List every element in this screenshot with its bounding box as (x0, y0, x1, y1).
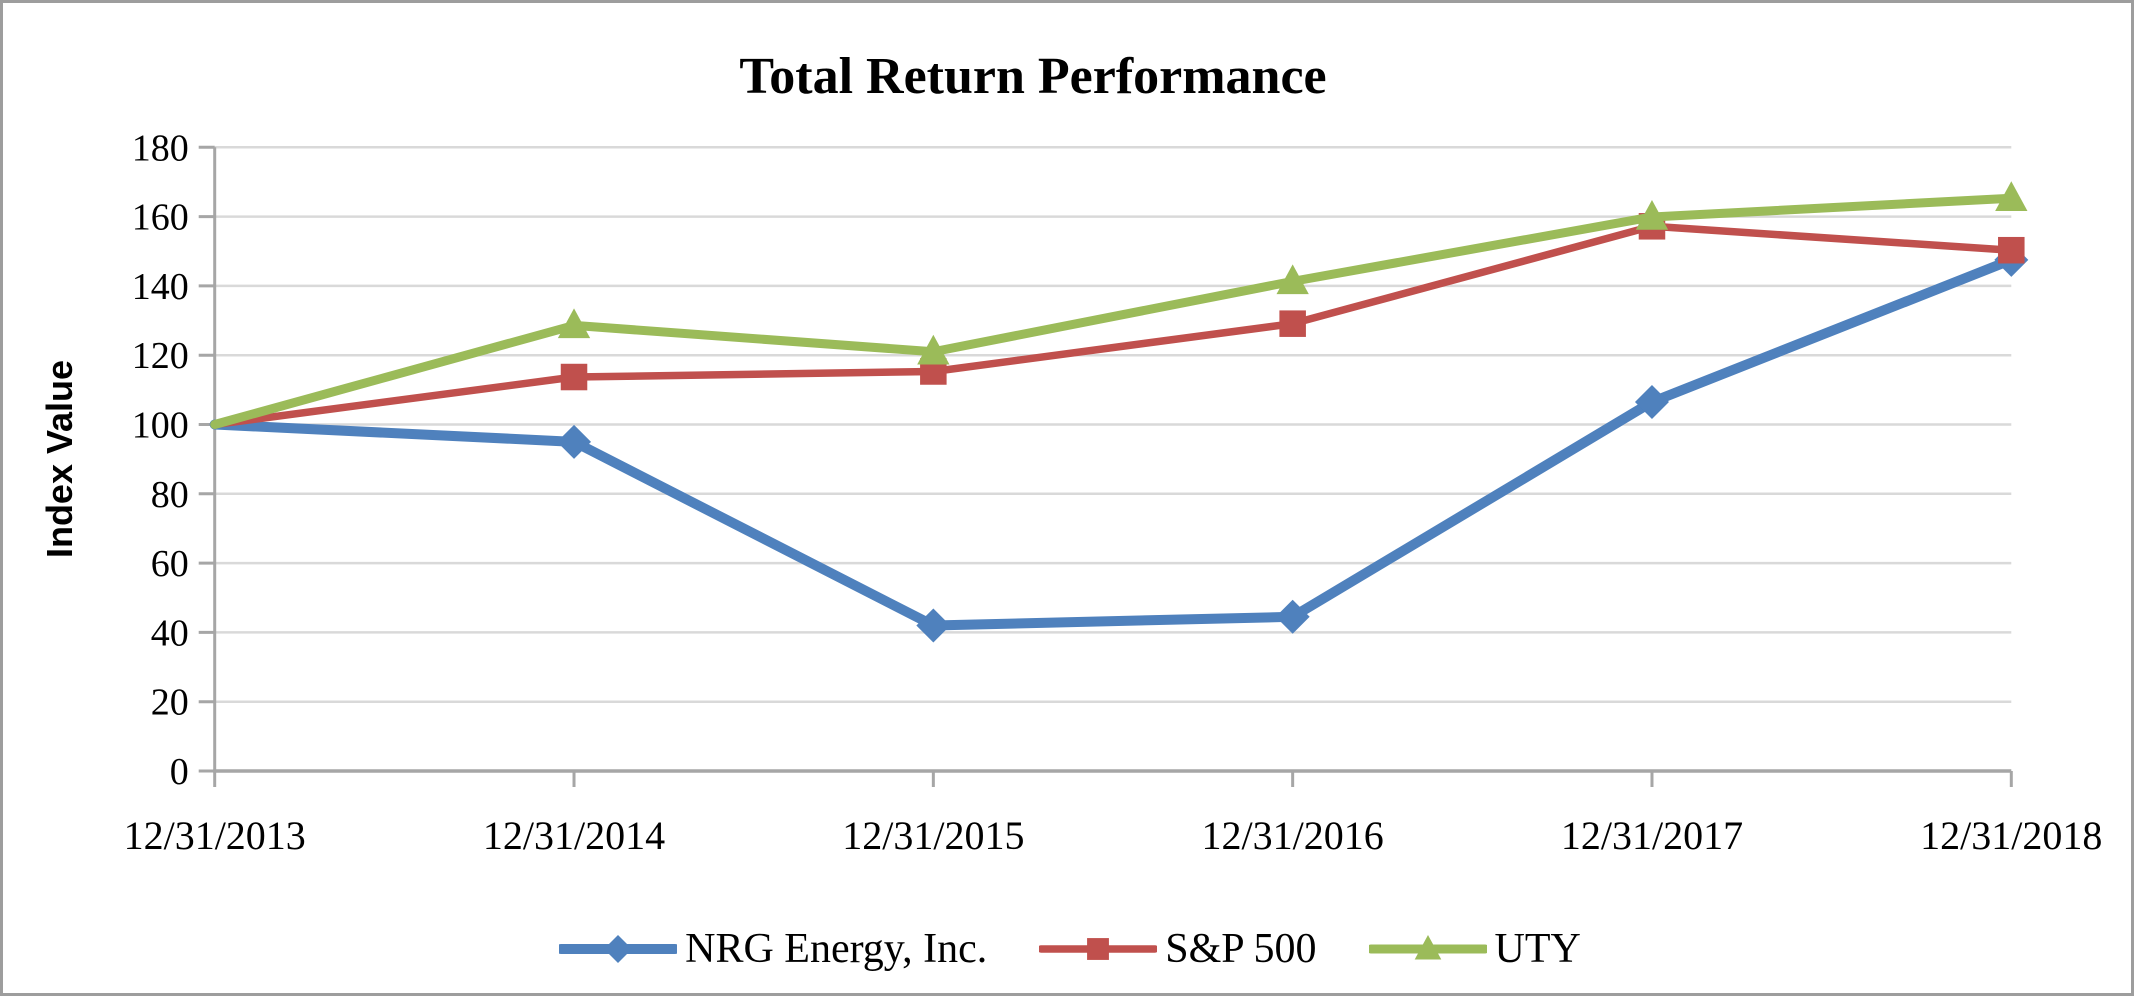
diamond-marker (1634, 384, 1669, 419)
x-tick-label: 12/31/2016 (1202, 813, 1384, 858)
series-line-1 (210, 222, 2016, 429)
legend-label: NRG Energy, Inc. (685, 926, 988, 972)
series-line-0 (209, 254, 2017, 631)
y-tick-label: 100 (132, 405, 189, 447)
x-tick-label: 12/31/2018 (1920, 813, 2102, 858)
legend-label: S&P 500 (1165, 926, 1317, 972)
legend: NRG Energy, Inc. S&P 500 UTY (3, 925, 2131, 973)
y-tick-label: 140 (132, 266, 189, 308)
legend-swatch-diamond (559, 935, 678, 963)
y-tick-label: 40 (151, 612, 189, 654)
square-marker (560, 363, 588, 391)
triangle-marker (1276, 264, 1309, 295)
square-marker (1998, 236, 2025, 264)
triangle-marker (1635, 199, 1669, 230)
x-tick-label: 12/31/2017 (1561, 813, 1743, 858)
diamond-marker (916, 608, 951, 643)
y-tick-label: 20 (151, 682, 189, 724)
legend-item-2: UTY (1368, 925, 1581, 973)
legend-swatch-triangle (1368, 935, 1487, 960)
x-tick-label: 12/31/2015 (842, 813, 1024, 858)
y-tick-label: 180 (132, 127, 189, 169)
triangle-marker (557, 308, 591, 339)
legend-label: UTY (1494, 926, 1581, 972)
y-tick-label: 80 (151, 474, 189, 516)
diamond-marker (557, 424, 592, 459)
triangle-marker (1414, 935, 1441, 960)
triangle-marker (1995, 181, 2028, 211)
legend-item-1: S&P 500 (1039, 925, 1317, 973)
chart-title: Total Return Performance (739, 48, 1327, 105)
legend-item-0: NRG Energy, Inc. (559, 925, 987, 973)
diamond-marker (604, 935, 633, 963)
triangle-marker (917, 334, 950, 365)
square-marker (1087, 938, 1110, 960)
legend-swatch-square (1039, 938, 1158, 960)
x-tick-label: 12/31/2013 (124, 813, 306, 858)
y-tick-label: 60 (151, 543, 189, 585)
y-tick-label: 160 (132, 197, 189, 239)
y-tick-label: 120 (132, 335, 189, 377)
chart-svg: 0 20 40 60 80 100 120 140 160 180 12/31/2013 12/31/… (124, 127, 2103, 858)
y-tick-label: 0 (170, 751, 189, 793)
x-tick-label: 12/31/2014 (483, 813, 665, 858)
square-marker (1279, 310, 1306, 337)
series-line-2 (210, 193, 2016, 429)
diamond-marker (1275, 599, 1310, 634)
